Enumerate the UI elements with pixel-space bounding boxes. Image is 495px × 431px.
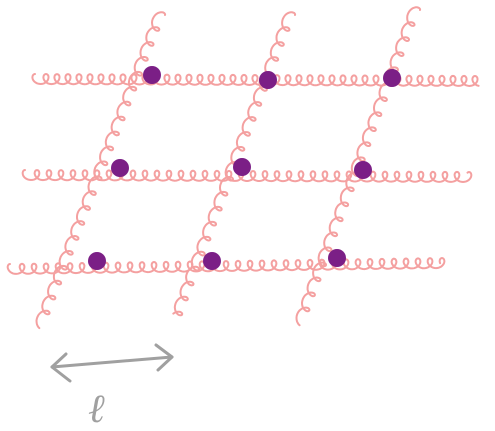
scale-arrow	[52, 345, 172, 381]
node	[233, 158, 251, 176]
page: {"scale_label": "ℓ"} ℓ (() => { const da…	[0, 0, 495, 431]
node	[143, 66, 161, 84]
lattice-diagram: ℓ	[0, 0, 495, 431]
arrow-shaft	[52, 357, 172, 367]
scale-label: ℓ	[88, 386, 105, 431]
node	[111, 159, 129, 177]
node	[354, 161, 372, 179]
spring	[32, 74, 478, 86]
node	[203, 252, 221, 270]
node	[383, 69, 401, 87]
node	[88, 252, 106, 270]
node	[328, 249, 346, 267]
node	[259, 71, 277, 89]
spring	[8, 258, 445, 274]
nodes	[88, 66, 401, 270]
